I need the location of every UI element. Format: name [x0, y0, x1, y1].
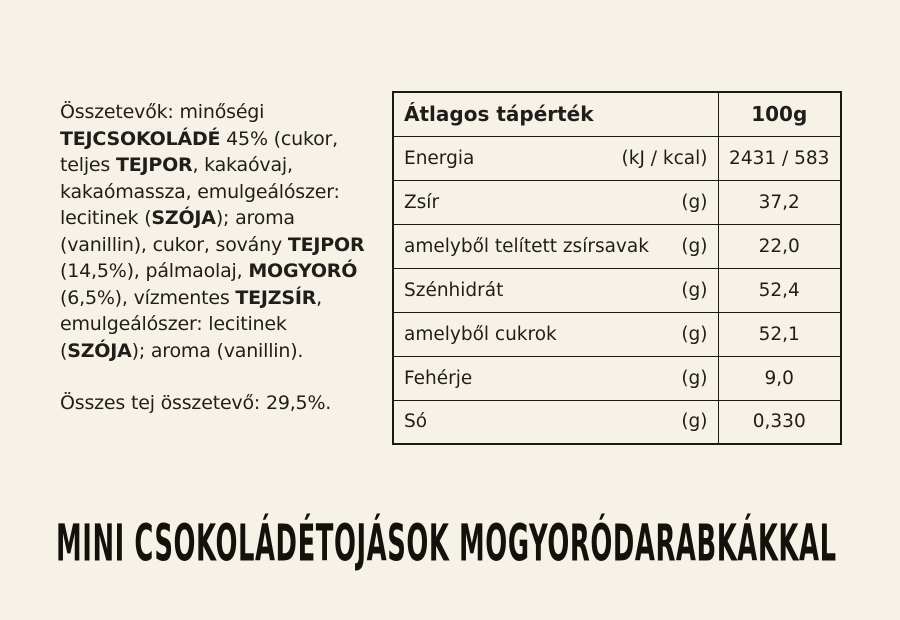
table-row-energy: Energia (kJ / kcal) 2431 / 583: [392, 135, 842, 181]
nutrient-label: Zsír: [404, 191, 440, 213]
nutrient-value: 52,1: [717, 311, 842, 357]
nutrient-unit: (g): [681, 279, 708, 301]
table-row-carbohydrate: Szénhidrát (g) 52,4: [392, 267, 842, 313]
nutrient-label: amelyből cukrok: [404, 323, 557, 345]
nutrient-unit: (g): [681, 367, 708, 389]
table-row-saturated-fat: amelyből telített zsírsavak (g) 22,0: [392, 223, 842, 269]
table-row-protein: Fehérje (g) 9,0: [392, 355, 842, 401]
ingredients-block: Összetevők: minőségi TEJCSOKOLÁDÉ 45% (c…: [60, 99, 372, 417]
ingredients-text: Összetevők: minőségi TEJCSOKOLÁDÉ 45% (c…: [60, 101, 365, 362]
nutrient-label: Szénhidrát: [404, 279, 504, 301]
nutrient-value: 22,0: [717, 223, 842, 269]
table-row-salt: Só (g) 0,330: [392, 399, 842, 445]
nutrient-label: Fehérje: [404, 367, 473, 389]
nutrient-unit: (g): [681, 191, 708, 213]
nutrient-label: Só: [404, 411, 428, 433]
nutrient-value: 0,330: [717, 399, 842, 445]
nutrient-unit: (g): [681, 323, 708, 345]
milk-content-note: Összes tej összetevő: 29,5%.: [60, 392, 332, 414]
nutrition-table: Átlagos tápérték 100g Energia (kJ / kcal…: [392, 91, 842, 445]
nutrient-value: 52,4: [717, 267, 842, 313]
table-row-sugars: amelyből cukrok (g) 52,1: [392, 311, 842, 357]
nutrition-table-title: Átlagos tápérték: [392, 91, 719, 137]
table-row-fat: Zsír (g) 37,2: [392, 179, 842, 225]
nutrient-value: 9,0: [717, 355, 842, 401]
nutrient-value: 37,2: [717, 179, 842, 225]
nutrition-amount-header: 100g: [717, 91, 842, 137]
nutrient-label: amelyből telített zsírsavak: [404, 235, 649, 257]
nutrient-unit: (g): [681, 411, 708, 433]
nutrient-unit: (kJ / kcal): [621, 147, 708, 169]
product-title: MINI CSOKOLÁDÉTOJÁSOK MOGYORÓDARABKÁKKAL: [56, 513, 837, 574]
nutrient-label: Energia: [404, 147, 475, 169]
nutrient-unit: (g): [681, 235, 708, 257]
nutrition-table-header-row: Átlagos tápérték 100g: [392, 91, 842, 137]
nutrient-value: 2431 / 583: [717, 135, 842, 181]
